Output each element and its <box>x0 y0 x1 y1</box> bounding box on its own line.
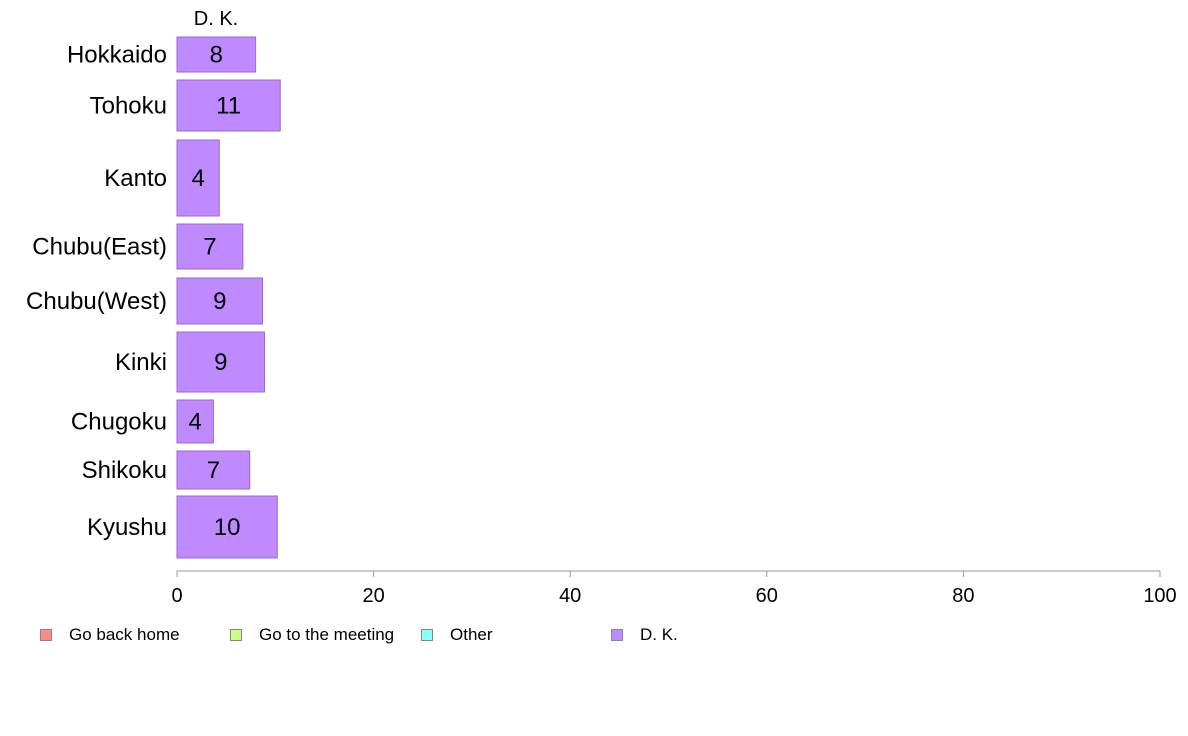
x-tick-label: 40 <box>559 585 581 607</box>
bar-dk <box>176 399 214 444</box>
bar-dk <box>176 450 251 490</box>
legend-swatch-go-to-the-meeting <box>230 629 242 641</box>
legend-label: Other <box>450 625 493 644</box>
category-label: Tohoku <box>90 93 167 120</box>
bar-dk <box>176 223 244 270</box>
bar-value-label: 4 <box>191 165 204 192</box>
legend-swatch-go-back-home <box>40 629 52 641</box>
x-tick-label: 0 <box>171 585 182 607</box>
bar-value-label: 9 <box>214 349 227 376</box>
bar-value-label: 4 <box>189 409 202 436</box>
x-tick-label: 80 <box>952 585 974 607</box>
category-label: Chubu(West) <box>26 288 167 315</box>
x-tick-label: 20 <box>362 585 384 607</box>
bar-value-label: 11 <box>216 93 241 120</box>
legend-item-dk: D. K. <box>611 625 678 645</box>
category-labels: Hokkaido Tohoku Kanto Chubu(East) Chubu(West… <box>26 42 167 542</box>
legend-label: Go to the meeting <box>259 625 395 644</box>
category-label: Shikoku <box>82 457 167 484</box>
legend-item-go-to-the-meeting: Go to the meeting <box>230 625 394 645</box>
bar-value-label: 10 <box>214 514 241 541</box>
legend-label: D. K. <box>640 625 678 644</box>
category-label: Chubu(East) <box>32 234 167 261</box>
bar-dk <box>176 139 220 217</box>
x-tick-label: 60 <box>756 585 778 607</box>
bar-dk <box>176 79 281 132</box>
legend-swatch-dk <box>611 629 623 641</box>
legend-item-go-back-home: Go back home <box>40 625 180 645</box>
bar-dk <box>176 36 257 73</box>
bar-value-label: 8 <box>210 42 223 69</box>
category-label: Kinki <box>115 349 167 376</box>
legend: Go back home Go to the meeting Other D. … <box>40 625 1140 647</box>
bar-value-label: 9 <box>213 288 226 315</box>
bar-dk <box>176 277 264 325</box>
x-tick-label: 100 <box>1143 585 1176 607</box>
bar-dk <box>176 495 278 559</box>
legend-swatch-other <box>421 629 433 641</box>
column-header: D. K. <box>194 8 238 30</box>
legend-label: Go back home <box>69 625 180 644</box>
bar-value-label: 7 <box>207 457 220 484</box>
bar-value-label: 7 <box>203 234 216 261</box>
category-label: Hokkaido <box>67 42 167 69</box>
category-label: Kanto <box>104 165 167 192</box>
category-label: Kyushu <box>87 514 167 541</box>
bar-dk <box>176 331 265 393</box>
x-axis: 0 20 40 60 80 100 <box>171 570 1177 607</box>
category-label: Chugoku <box>71 409 167 436</box>
legend-item-other: Other <box>421 625 493 645</box>
